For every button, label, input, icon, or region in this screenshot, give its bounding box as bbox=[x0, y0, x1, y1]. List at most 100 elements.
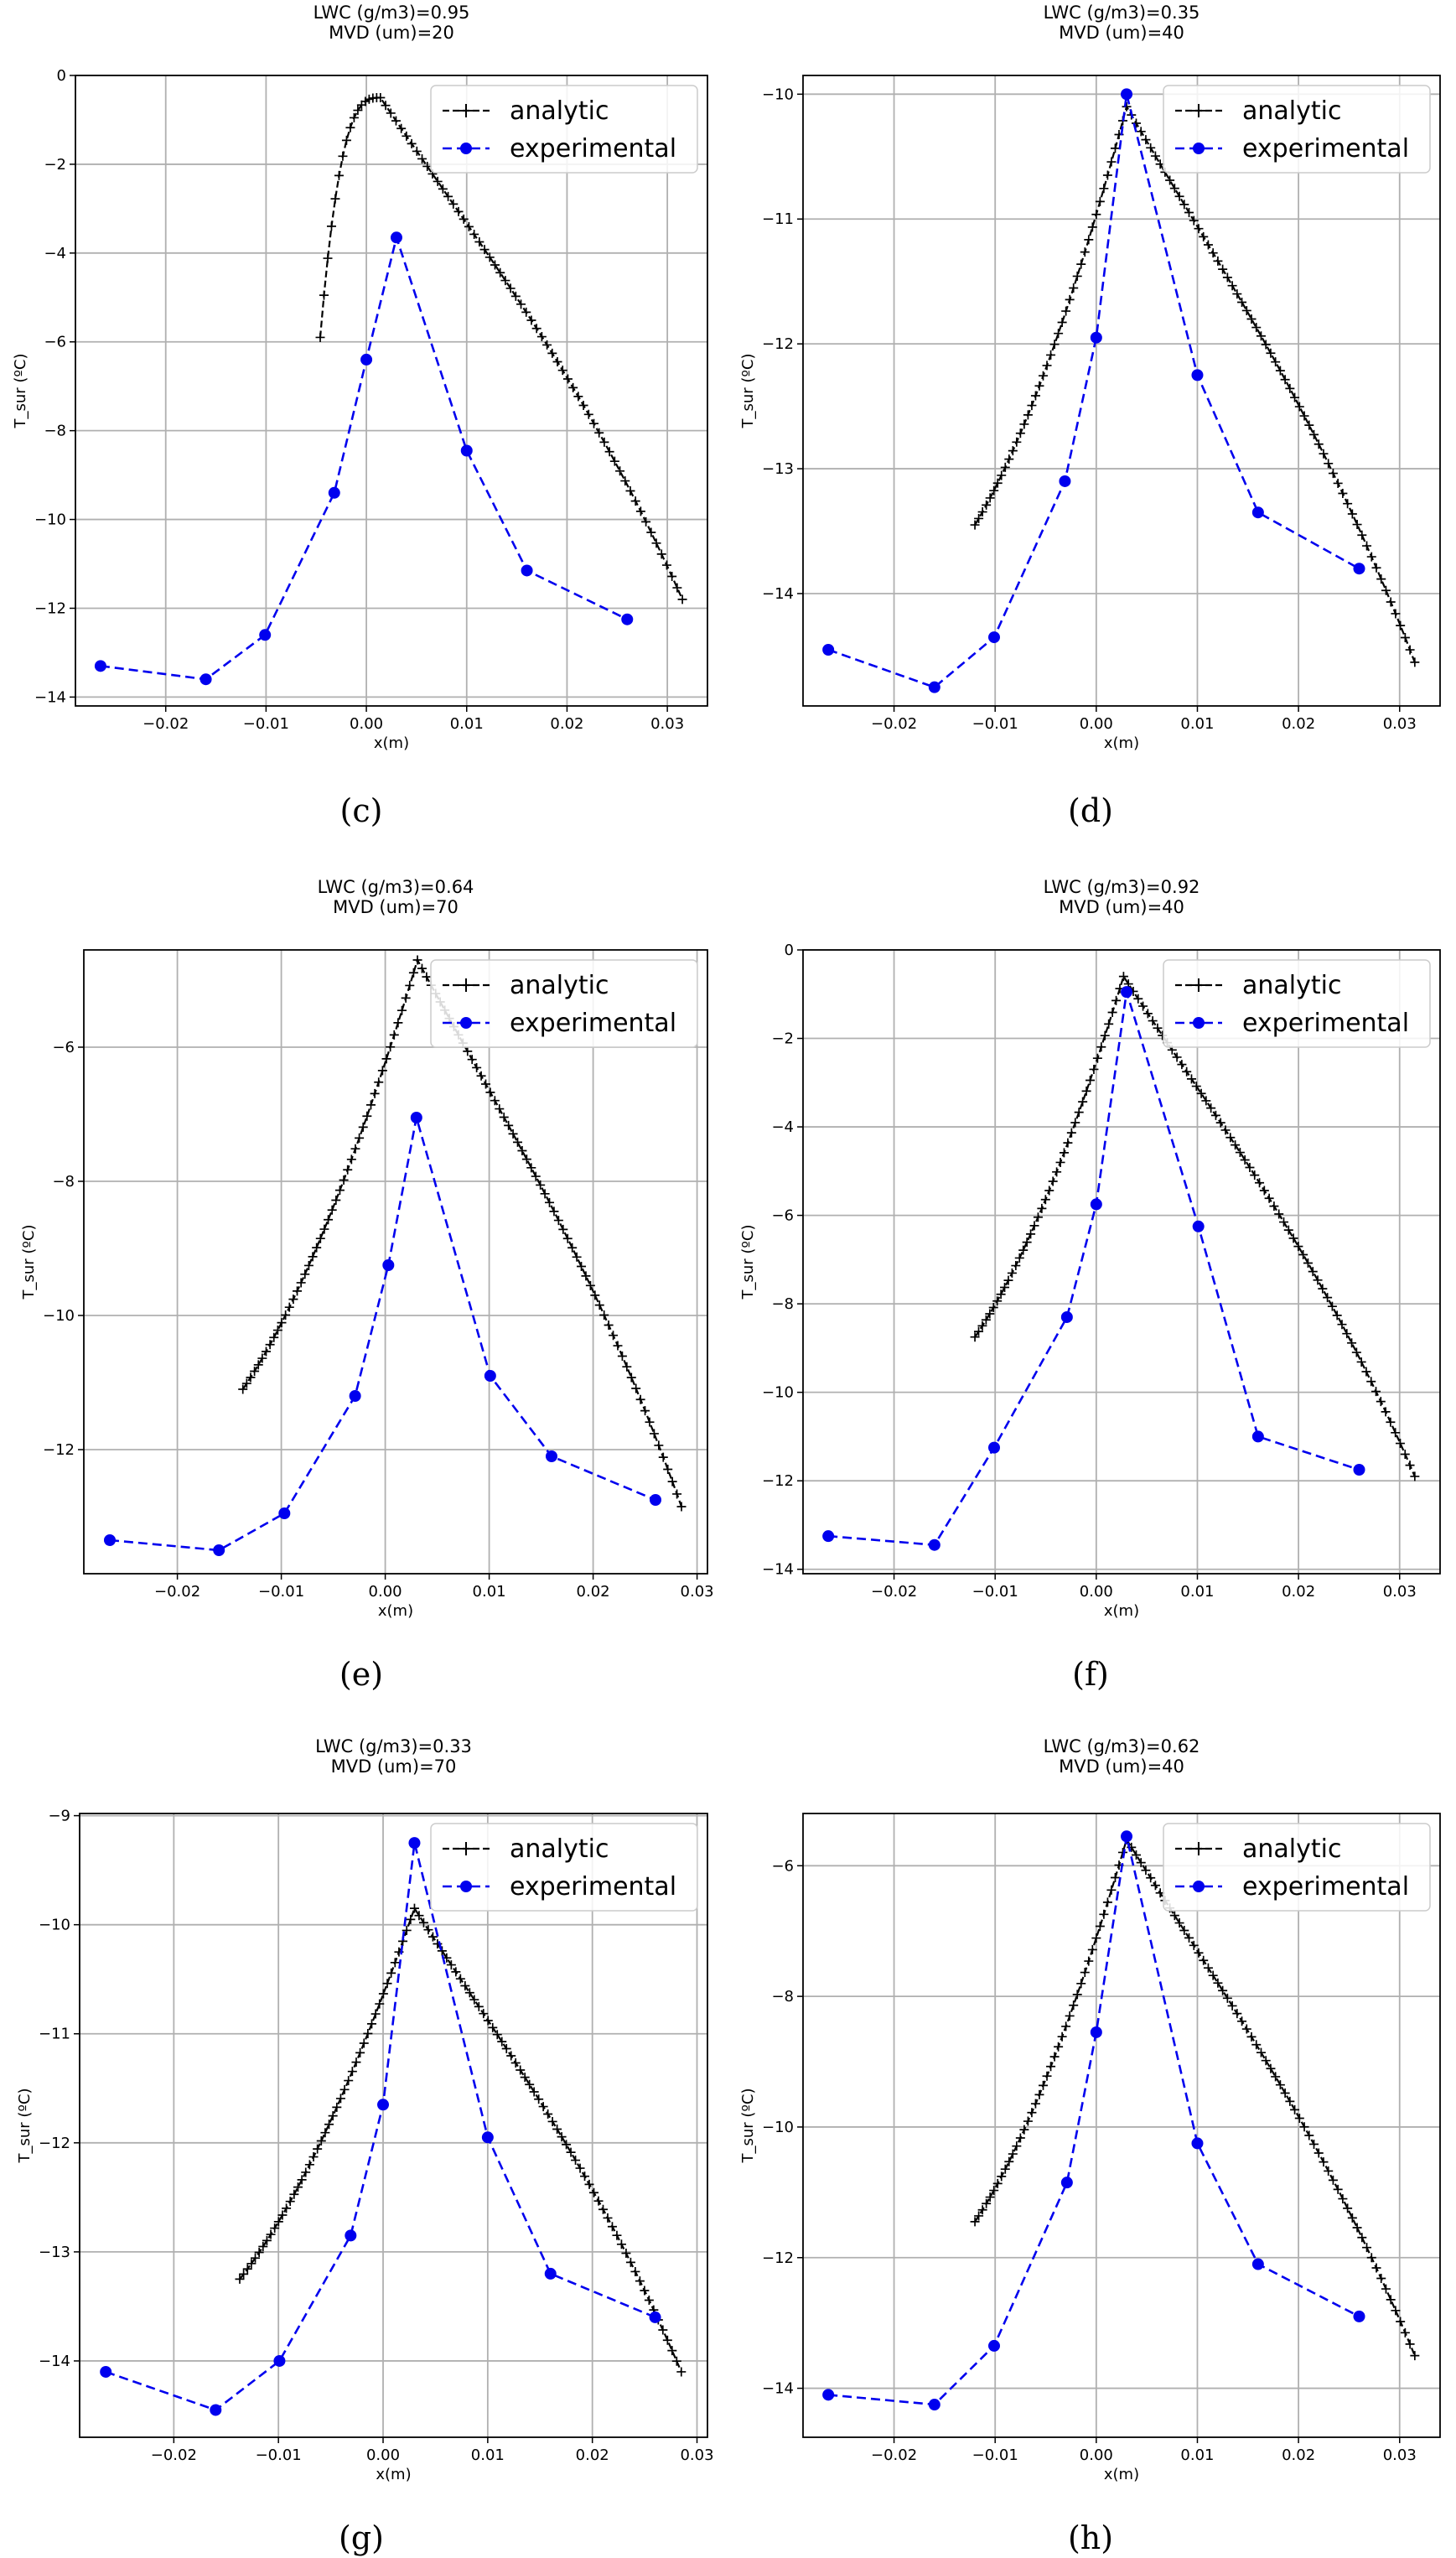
analytic-point bbox=[499, 1112, 509, 1122]
analytic-point bbox=[315, 332, 325, 342]
analytic-point bbox=[516, 299, 526, 309]
experimental-point bbox=[546, 1450, 557, 1462]
experimental-point bbox=[1121, 1830, 1133, 1843]
analytic-point bbox=[350, 1144, 360, 1154]
analytic-point bbox=[345, 122, 355, 132]
analytic-point bbox=[1201, 1096, 1211, 1106]
analytic-point bbox=[315, 1233, 325, 1243]
analytic-point bbox=[977, 2205, 987, 2215]
analytic-point bbox=[1251, 2040, 1262, 2050]
analytic-point bbox=[626, 1372, 636, 1383]
analytic-point bbox=[1003, 1275, 1013, 1285]
analytic-series-line bbox=[974, 104, 1416, 663]
x-tick-label: 0.03 bbox=[680, 2446, 713, 2464]
analytic-point bbox=[1080, 247, 1090, 257]
analytic-point bbox=[540, 1189, 550, 1199]
analytic-point bbox=[538, 2102, 548, 2112]
analytic-point bbox=[658, 1452, 668, 1462]
analytic-point bbox=[1014, 1253, 1024, 1263]
analytic-point bbox=[1133, 994, 1143, 1004]
analytic-point bbox=[346, 1154, 356, 1165]
analytic-point bbox=[451, 1967, 461, 1977]
analytic-point bbox=[1034, 2089, 1044, 2099]
analytic-point bbox=[604, 447, 614, 457]
analytic-point bbox=[1304, 2130, 1314, 2140]
analytic-point bbox=[982, 2198, 992, 2208]
analytic-point bbox=[1080, 1968, 1090, 1978]
analytic-point bbox=[293, 2182, 303, 2192]
analytic-point bbox=[1174, 1918, 1184, 1928]
analytic-point bbox=[1327, 1301, 1337, 1311]
experimental-point bbox=[377, 2099, 390, 2111]
analytic-point bbox=[667, 2346, 677, 2356]
analytic-point bbox=[536, 1180, 546, 1190]
analytic-point bbox=[635, 2276, 645, 2286]
analytic-point bbox=[1141, 1865, 1151, 1876]
analytic-point bbox=[495, 1104, 505, 1114]
x-tick-label: 0.03 bbox=[650, 715, 684, 733]
analytic-point bbox=[446, 1960, 456, 1970]
x-tick-label: −0.01 bbox=[972, 715, 1018, 733]
experimental-point bbox=[345, 2229, 357, 2242]
experimental-point bbox=[213, 1544, 225, 1556]
analytic-point bbox=[464, 1988, 474, 1998]
analytic-point bbox=[327, 1205, 337, 1215]
analytic-point bbox=[483, 2016, 493, 2026]
experimental-point bbox=[1251, 1430, 1264, 1443]
y-tick-label: −8 bbox=[44, 423, 66, 440]
analytic-point bbox=[589, 2187, 599, 2197]
analytic-point bbox=[1222, 272, 1232, 283]
x-axis-label: x(m) bbox=[378, 1602, 413, 1620]
analytic-point bbox=[566, 2147, 576, 2157]
analytic-point bbox=[365, 1100, 376, 1110]
analytic-point bbox=[1275, 366, 1285, 376]
analytic-point bbox=[390, 1958, 400, 1968]
analytic-point bbox=[1213, 1978, 1223, 1988]
analytic-point bbox=[464, 221, 474, 231]
x-tick-label: 0.03 bbox=[1383, 2446, 1417, 2464]
analytic-point bbox=[992, 2178, 1003, 2188]
analytic-point bbox=[386, 1042, 396, 1052]
y-tick-label: −10 bbox=[43, 1307, 75, 1325]
x-tick-label: 0.02 bbox=[1282, 2446, 1315, 2464]
analytic-point bbox=[341, 135, 351, 145]
analytic-point bbox=[1131, 118, 1141, 128]
experimental-point bbox=[1059, 475, 1071, 487]
y-tick-label: −8 bbox=[771, 1988, 794, 2005]
analytic-point bbox=[1280, 375, 1290, 385]
analytic-point bbox=[1309, 429, 1319, 439]
analytic-point bbox=[474, 2001, 484, 2011]
x-axis-label: x(m) bbox=[1104, 2466, 1139, 2483]
analytic-point bbox=[277, 2210, 288, 2220]
analytic-point bbox=[625, 2257, 635, 2267]
analytic-point bbox=[405, 980, 415, 990]
analytic-point bbox=[343, 1165, 353, 1175]
analytic-point bbox=[1324, 2166, 1334, 2176]
analytic-point bbox=[1362, 541, 1372, 551]
analytic-point bbox=[671, 2356, 681, 2366]
analytic-point bbox=[370, 1088, 380, 1098]
experimental-point bbox=[210, 2404, 222, 2416]
analytic-point bbox=[672, 1489, 682, 1499]
analytic-point bbox=[476, 1071, 486, 1081]
analytic-point bbox=[282, 2203, 292, 2213]
x-tick-label: −0.02 bbox=[871, 715, 917, 733]
legend-box bbox=[1163, 85, 1431, 174]
analytic-point bbox=[1106, 1885, 1117, 1895]
analytic-point bbox=[1059, 1148, 1069, 1158]
analytic-point bbox=[1091, 210, 1101, 220]
analytic-point bbox=[1299, 411, 1309, 421]
analytic-point bbox=[504, 1120, 514, 1130]
analytic-point bbox=[996, 1289, 1006, 1300]
analytic-point bbox=[296, 1278, 306, 1288]
analytic-point bbox=[490, 1096, 500, 1106]
analytic-point bbox=[1279, 1217, 1288, 1227]
y-tick-label: −9 bbox=[48, 1808, 70, 1825]
analytic-point bbox=[1015, 428, 1025, 438]
analytic-point bbox=[1405, 2339, 1415, 2349]
analytic-point bbox=[578, 401, 588, 411]
experimental-point bbox=[104, 1534, 116, 1546]
analytic-point bbox=[1179, 200, 1189, 210]
y-tick-label: −11 bbox=[762, 210, 794, 228]
analytic-point bbox=[1357, 530, 1367, 540]
